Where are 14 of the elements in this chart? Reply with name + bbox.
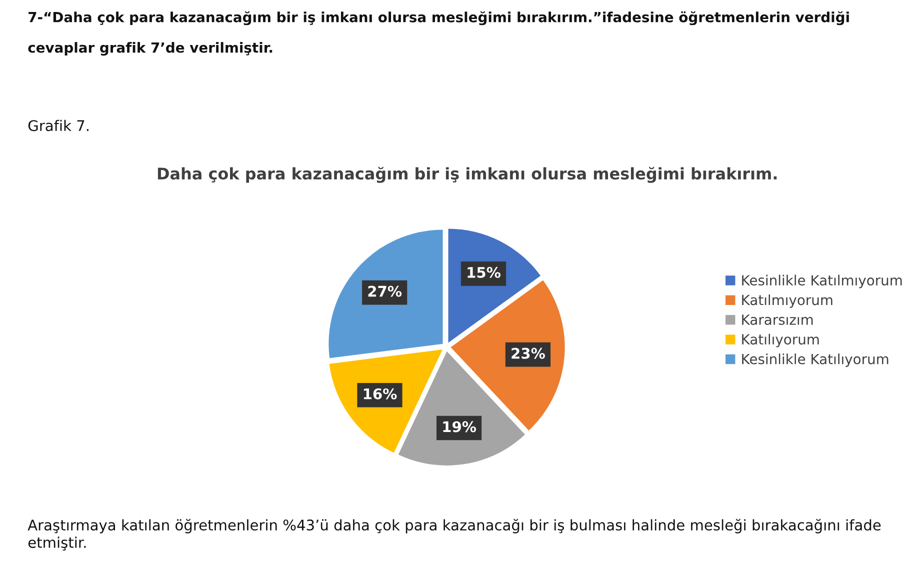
legend-label: Kararsızım — [742, 314, 813, 325]
legend-label: Kesinlikle Katılmıyorum — [742, 274, 902, 288]
data-label: 15% — [468, 266, 500, 278]
text: Grafik 7. — [28, 120, 88, 132]
legend-label: Kesinlikle Katılıyorum — [742, 354, 888, 367]
data-label: 23% — [512, 348, 545, 359]
legend-label: Katılmıyorum — [742, 294, 832, 308]
chart-title: Daha çok para kazanacağım bir iş imkanı olursa mesleğimi bırakırım. — [158, 166, 777, 183]
text: 7-“Daha çok para kazanacağım bir iş imkanı olursa mesleğimi bırakırım.”ifadesine öğretmenlerin verdiği cevaplar grafik 7’de verilmiştir. — [28, 11, 849, 56]
text: Araştırmaya katılan öğretmenlerin %43’ü daha çok para kazanacağı bir iş bulması halinde mesleği bırakacağını ifade etmiştir. — [28, 518, 881, 551]
data-label: 27% — [368, 286, 402, 297]
data-label: 16% — [364, 388, 397, 400]
data-label: 19% — [443, 421, 476, 432]
legend-label: Katılıyorum — [742, 334, 819, 348]
